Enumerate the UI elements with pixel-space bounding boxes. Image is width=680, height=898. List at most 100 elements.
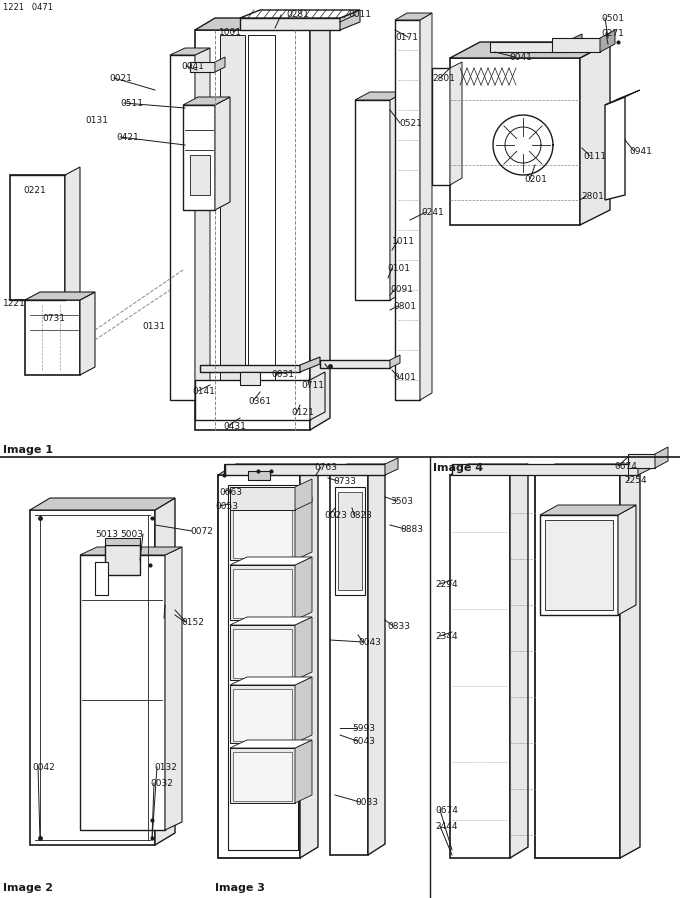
Text: 2444: 2444 [435,822,458,831]
Polygon shape [395,20,420,400]
Polygon shape [30,498,175,510]
Polygon shape [545,520,613,610]
Text: 0091: 0091 [390,285,413,294]
Polygon shape [540,515,618,615]
Polygon shape [510,464,528,858]
Text: 6043: 6043 [352,737,375,746]
Polygon shape [295,557,312,620]
Polygon shape [450,58,580,225]
Text: 2801: 2801 [581,192,604,201]
Text: 0823: 0823 [349,511,372,520]
Text: 0941: 0941 [629,147,652,156]
Text: 2801: 2801 [432,74,455,83]
Polygon shape [228,485,298,850]
Text: 0511: 0511 [120,99,143,108]
Polygon shape [618,505,636,615]
Text: 2254: 2254 [624,476,647,485]
Text: 0361: 0361 [248,397,271,406]
Text: 0023: 0023 [324,511,347,520]
Polygon shape [535,475,620,858]
Text: 5003: 5003 [120,530,143,539]
Polygon shape [535,464,640,475]
Polygon shape [25,300,80,375]
Polygon shape [233,752,292,801]
Text: 0733: 0733 [333,477,356,486]
Text: 0421: 0421 [116,133,139,142]
Polygon shape [230,565,295,620]
Polygon shape [368,464,385,855]
Text: 0731: 0731 [42,314,65,323]
Polygon shape [195,380,310,420]
Polygon shape [95,562,108,595]
Polygon shape [355,100,390,300]
Text: 1221   0471: 1221 0471 [3,3,53,12]
Polygon shape [295,497,312,560]
Polygon shape [355,92,405,100]
Polygon shape [432,68,450,185]
Polygon shape [320,360,390,368]
Text: 2344: 2344 [435,632,458,641]
Polygon shape [195,30,310,430]
Text: 0043: 0043 [358,638,381,647]
Text: 0241: 0241 [421,208,444,217]
Polygon shape [295,617,312,680]
Text: 2294: 2294 [435,580,458,589]
Polygon shape [30,510,155,845]
Polygon shape [25,292,95,300]
Polygon shape [450,42,610,58]
Polygon shape [230,748,295,803]
Polygon shape [230,487,295,510]
Text: 0201: 0201 [524,175,547,184]
Text: 1001: 1001 [219,28,242,37]
Text: 0111: 0111 [583,152,606,161]
Polygon shape [190,62,215,72]
Text: 1011: 1011 [392,237,415,246]
Polygon shape [628,454,655,468]
Text: Image 1: Image 1 [3,445,53,455]
Polygon shape [240,10,360,18]
Polygon shape [80,547,182,555]
Text: 0063: 0063 [219,488,242,497]
Text: 0041: 0041 [509,53,532,62]
Text: 0171: 0171 [395,33,418,42]
Text: 0131: 0131 [85,116,108,125]
Polygon shape [170,55,195,400]
Polygon shape [452,464,638,475]
Polygon shape [230,740,312,748]
Text: 0401: 0401 [393,373,416,382]
Text: 0883: 0883 [400,525,423,534]
Polygon shape [295,740,312,803]
Text: 0132: 0132 [154,763,177,772]
Polygon shape [230,557,312,565]
Polygon shape [620,464,640,858]
Polygon shape [225,464,385,475]
Text: 0072: 0072 [190,527,213,536]
Polygon shape [230,685,295,743]
Text: 0042: 0042 [32,763,55,772]
Polygon shape [233,509,292,558]
Polygon shape [80,292,95,375]
Polygon shape [605,90,640,105]
Text: 1221: 1221 [3,299,26,308]
Text: 0011: 0011 [348,10,371,19]
Polygon shape [340,10,360,30]
Text: Image 4: Image 4 [433,463,483,473]
Text: 5013: 5013 [95,530,118,539]
Polygon shape [490,42,565,52]
Polygon shape [218,475,300,858]
Text: 0041: 0041 [181,62,204,71]
Polygon shape [183,97,230,105]
Polygon shape [183,105,215,210]
Polygon shape [230,617,312,625]
Text: 0674: 0674 [435,806,458,815]
Text: 0021: 0021 [109,74,132,83]
Polygon shape [233,629,292,678]
Polygon shape [65,167,80,300]
Text: 0101: 0101 [387,264,410,273]
Polygon shape [170,48,210,55]
Text: 0131: 0131 [142,322,165,331]
Polygon shape [565,34,582,52]
Text: 0763: 0763 [314,463,337,472]
Text: 0801: 0801 [393,302,416,311]
Polygon shape [580,42,610,225]
